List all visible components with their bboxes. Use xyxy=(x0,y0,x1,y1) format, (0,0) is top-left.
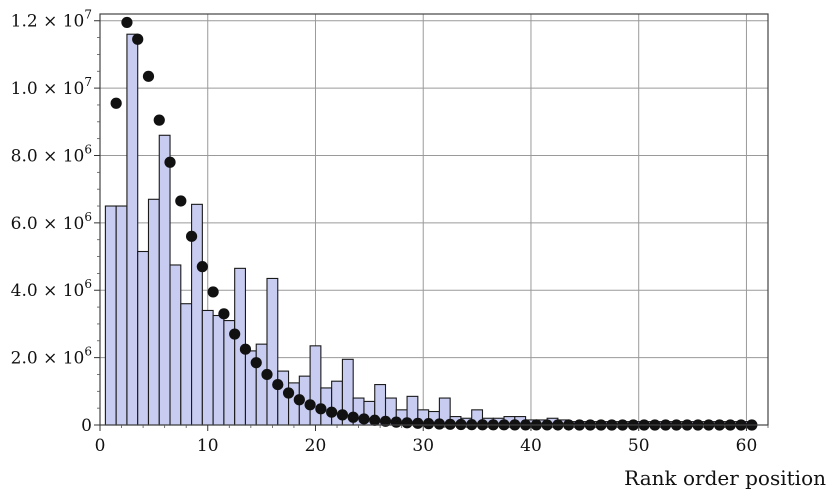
data-point xyxy=(153,114,165,126)
bar xyxy=(201,309,214,426)
data-point xyxy=(229,328,241,340)
data-point xyxy=(196,261,208,273)
data-point xyxy=(121,16,133,29)
point-series xyxy=(110,16,758,431)
x-axis-label: Rank order position xyxy=(624,466,826,489)
data-point xyxy=(379,415,392,427)
data-point xyxy=(444,418,456,430)
bar xyxy=(147,198,160,426)
data-point xyxy=(185,230,198,242)
data-point xyxy=(175,195,187,207)
x-tick-label: 0 xyxy=(95,436,106,456)
y-tick-label: 6.0 × 106 xyxy=(11,210,92,234)
bar xyxy=(158,134,171,426)
y-tick-label: 1.2 × 107 xyxy=(11,8,92,32)
data-point xyxy=(207,286,219,298)
data-point xyxy=(433,418,445,430)
x-tick-label: 30 xyxy=(412,436,434,456)
bar xyxy=(126,33,139,426)
plot-border xyxy=(99,13,769,426)
bar xyxy=(212,314,225,426)
data-point xyxy=(369,414,381,426)
x-tick-label: 50 xyxy=(628,436,650,456)
bar xyxy=(104,205,117,426)
bar-series xyxy=(104,33,753,426)
bar xyxy=(115,205,128,426)
data-point xyxy=(282,387,295,399)
data-point xyxy=(110,97,122,109)
data-point xyxy=(390,416,402,428)
data-point xyxy=(239,343,252,355)
x-tick-label: 40 xyxy=(520,436,542,456)
y-tick-label: 8.0 × 106 xyxy=(11,142,92,166)
data-point xyxy=(358,413,370,425)
bar xyxy=(266,277,279,426)
data-point xyxy=(347,411,359,423)
data-point xyxy=(423,418,435,430)
data-point xyxy=(401,417,413,429)
data-point xyxy=(315,403,327,415)
data-point xyxy=(304,399,316,411)
data-point xyxy=(132,33,144,45)
y-tick-label: 0 xyxy=(81,416,92,436)
x-tick-label: 10 xyxy=(197,436,219,456)
plot-frame xyxy=(99,13,769,426)
y-axis-ticks: 0 2.0 × 106 4.0 × 106 6.0 × 106 8.0 × 106 1.0… xyxy=(11,8,100,436)
x-tick-label: 20 xyxy=(305,436,327,456)
y-tick-label: 2.0 × 106 xyxy=(11,345,92,369)
data-point xyxy=(412,417,424,429)
bar xyxy=(169,264,182,426)
x-tick-label: 60 xyxy=(736,436,758,456)
data-point xyxy=(326,406,338,418)
data-point xyxy=(250,357,262,369)
bar xyxy=(137,250,150,426)
bar xyxy=(255,343,268,426)
data-point xyxy=(164,156,176,168)
x-axis-ticks: 0 10 20 30 40 50 60 xyxy=(95,425,769,456)
data-point xyxy=(261,368,273,381)
y-tick-label: 4.0 × 106 xyxy=(11,277,92,301)
y-tick-label: 1.0 × 107 xyxy=(11,75,92,99)
bar xyxy=(180,303,193,426)
data-point xyxy=(272,378,284,391)
data-point xyxy=(336,409,349,421)
data-point xyxy=(142,70,155,82)
data-point xyxy=(218,308,230,320)
data-point xyxy=(293,394,305,406)
